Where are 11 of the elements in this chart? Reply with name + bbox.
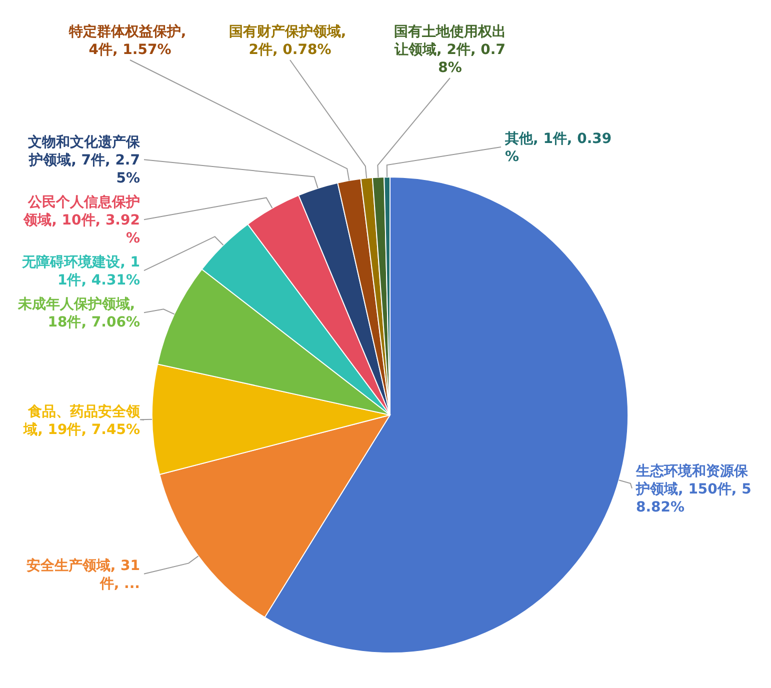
slice-label: 公民个人信息保护领域, 10件, 3.92%	[22, 194, 140, 247]
slice-label: 特定群体权益保护, 4件, 1.57%	[68, 23, 192, 58]
slice-label: 其他, 1件, 0.39%	[504, 131, 612, 166]
slice-label: 生态环境和资源保护领域, 150件, 58.82%	[635, 462, 752, 516]
slice-label: 安全生产领域, 31件, ...	[26, 556, 140, 592]
slice-label: 未成年人保护领域, 18件, 7.06%	[16, 296, 140, 331]
slice-label: 食品、药品安全领域, 19件, 7.45%	[22, 402, 141, 438]
slice-label: 国有土地使用权出让领域, 2件, 0.78%	[394, 24, 506, 76]
slice-label: 文物和文化遗产保护领域, 7件, 2.75%	[27, 134, 141, 187]
slice-label: 无障碍环境建设, 11件, 4.31%	[21, 254, 140, 289]
slice-label: 国有财产保护领域, 2件, 0.78%	[228, 23, 352, 58]
